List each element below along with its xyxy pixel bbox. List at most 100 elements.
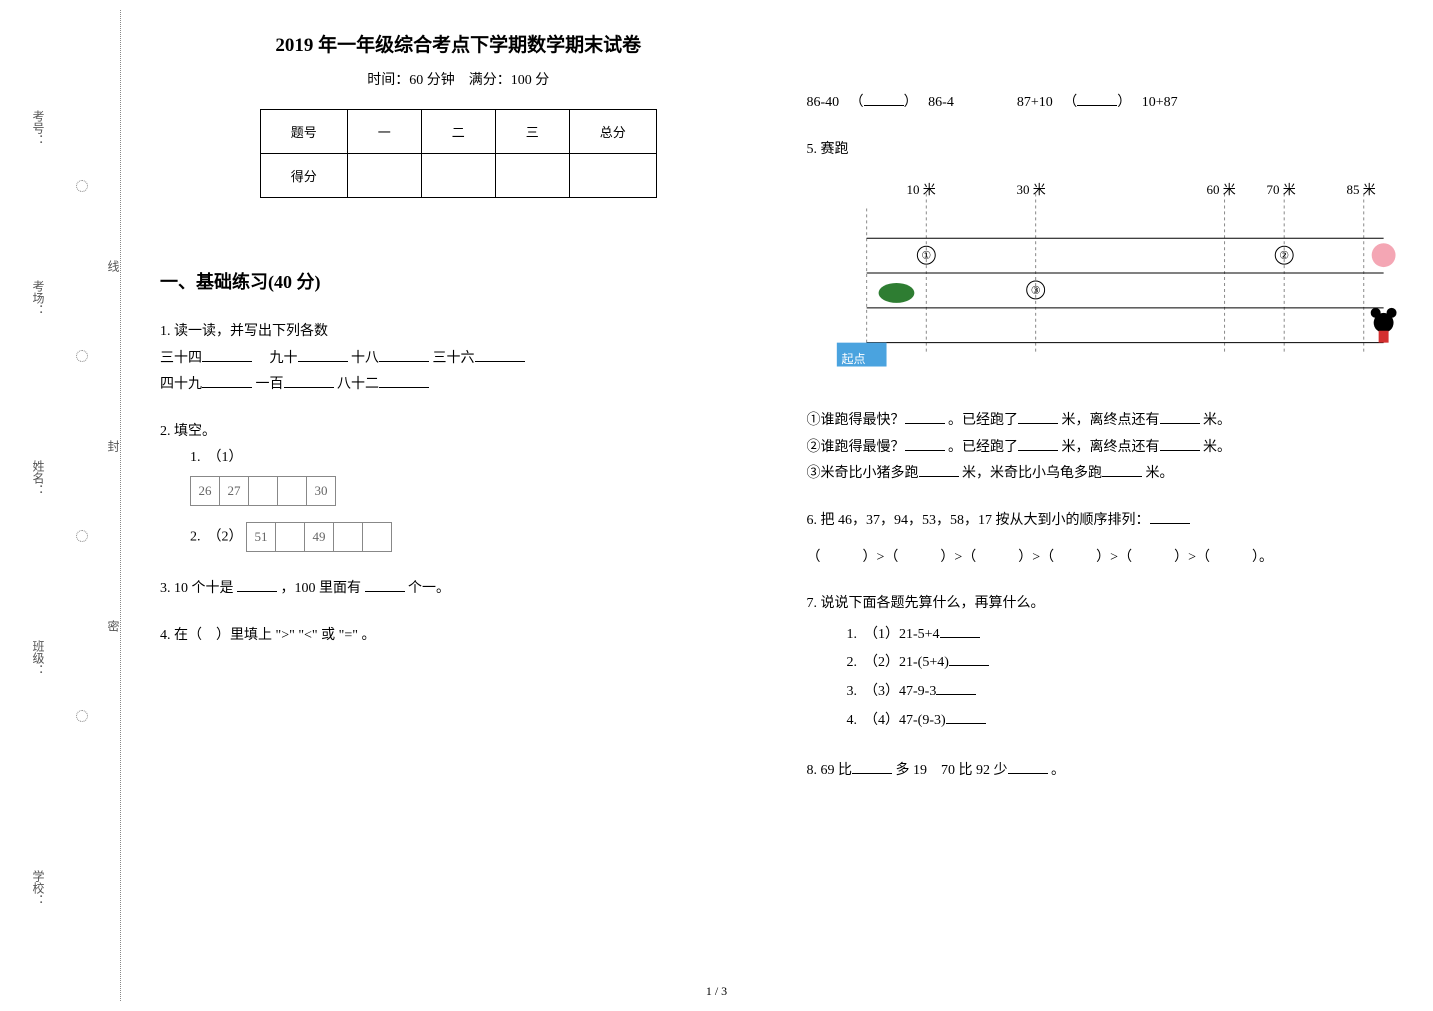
exam-title: 2019 年一年级综合考点下学期数学期末试卷 bbox=[160, 30, 757, 57]
blank bbox=[475, 347, 525, 362]
binding-label-room: 考场： bbox=[30, 280, 47, 316]
question-7: 7. 说说下面各题先算什么，再算什么。 1. （1）21-5+4 2. （2）2… bbox=[807, 591, 1404, 738]
q2-stem: 2. 填空。 bbox=[160, 419, 757, 446]
blank bbox=[202, 347, 252, 362]
q5-line1: 米，离终点还有 bbox=[1062, 413, 1160, 428]
blank bbox=[365, 577, 405, 592]
blank bbox=[298, 347, 348, 362]
page-number: 1 / 3 bbox=[706, 984, 727, 999]
q7-item: 4. （4）47-(9-3) bbox=[847, 708, 1404, 735]
score-cell bbox=[569, 154, 656, 198]
binding-label-exam-id: 考号： bbox=[30, 110, 47, 146]
box-cell: 49 bbox=[305, 523, 334, 551]
race-diagram: ① ② ③ 10 米 30 米 60 米 bbox=[807, 173, 1404, 393]
box-cell: 30 bbox=[307, 477, 335, 505]
q1-item: 十八 bbox=[351, 351, 379, 366]
q5-line1: 米。 bbox=[1203, 413, 1231, 428]
q1-item: 八十二 bbox=[337, 377, 379, 392]
box-cell bbox=[334, 523, 363, 551]
q1-item: 四十九 bbox=[160, 377, 202, 392]
expr: 87+10 bbox=[1017, 95, 1053, 110]
q5-line3: ③米奇比小猪多跑 bbox=[807, 466, 919, 481]
blank bbox=[905, 436, 945, 451]
q5-line2: 米。 bbox=[1203, 440, 1231, 455]
svg-text:③: ③ bbox=[1030, 285, 1040, 297]
q1-item: 三十六 bbox=[433, 351, 475, 366]
th-two: 二 bbox=[421, 110, 495, 154]
section-header: 一、基础练习(40 分) bbox=[160, 268, 757, 294]
q5-line3: 米。 bbox=[1146, 466, 1174, 481]
blank bbox=[949, 651, 989, 666]
blank bbox=[284, 373, 334, 388]
th-total: 总分 bbox=[569, 110, 656, 154]
q1-item: 九十 bbox=[270, 351, 298, 366]
q3-text: 3. 10 个十是 bbox=[160, 581, 234, 596]
q7-item-text: 4. （4）47-(9-3) bbox=[847, 713, 946, 728]
q5-line1: 。已经跑了 bbox=[948, 413, 1018, 428]
q7-item-text: 2. （2）21-(5+4) bbox=[847, 655, 949, 670]
distance-mark: 30 米 bbox=[1017, 178, 1046, 203]
blank bbox=[237, 577, 277, 592]
blank bbox=[936, 680, 976, 695]
svg-text:①: ① bbox=[921, 250, 931, 262]
q5-stem: 5. 赛跑 bbox=[807, 137, 1404, 164]
q1-item: 一百 bbox=[256, 377, 284, 392]
q7-item-text: 1. （1）21-5+4 bbox=[847, 627, 940, 642]
expr: 86-4 bbox=[928, 95, 954, 110]
number-boxes: 51 49 bbox=[246, 522, 392, 552]
box-cell bbox=[249, 477, 278, 505]
table-row: 得分 bbox=[260, 154, 656, 198]
blank bbox=[1160, 409, 1200, 424]
q2-sub1-label: 1. （1） bbox=[190, 445, 757, 472]
q1-stem: 1. 读一读，并写出下列各数 bbox=[160, 319, 757, 346]
seal-text: 封 bbox=[105, 440, 122, 452]
q6-stem: 6. 把 46，37，94，53，58，17 按从大到小的顺序排列： bbox=[807, 513, 1150, 528]
row-label: 得分 bbox=[260, 154, 347, 198]
blank bbox=[1102, 462, 1142, 477]
box-cell: 27 bbox=[220, 477, 249, 505]
q4-stem: 4. 在（ ）里填上 ">" "<" 或 "=" 。 bbox=[160, 628, 375, 643]
binding-label-school: 学校： bbox=[30, 870, 47, 906]
blank bbox=[202, 373, 252, 388]
question-4-stem: 4. 在（ ）里填上 ">" "<" 或 "=" 。 bbox=[160, 623, 757, 650]
blank bbox=[379, 347, 429, 362]
q8-text: 。 bbox=[1051, 763, 1065, 778]
table-row: 题号 一 二 三 总分 bbox=[260, 110, 656, 154]
binding-circle bbox=[76, 530, 88, 542]
binding-label-name: 姓名： bbox=[30, 460, 47, 496]
q8-text: 8. 69 比 bbox=[807, 763, 853, 778]
question-2: 2. 填空。 1. （1） 26 27 30 2. （2） 51 49 bbox=[160, 419, 757, 556]
distance-mark: 60 米 bbox=[1207, 178, 1236, 203]
distance-mark: 85 米 bbox=[1347, 178, 1376, 203]
q5-line2: 。已经跑了 bbox=[948, 440, 1018, 455]
binding-circle bbox=[76, 180, 88, 192]
q3-text: ，100 里面有 bbox=[281, 581, 362, 596]
exam-subtitle: 时间：60 分钟 满分：100 分 bbox=[160, 69, 757, 89]
blank bbox=[864, 91, 904, 106]
box-cell bbox=[276, 523, 305, 551]
q5-line2: ②谁跑得最慢？ bbox=[807, 440, 905, 455]
q3-text: 个一。 bbox=[408, 581, 450, 596]
expr: 86-40 bbox=[807, 95, 840, 110]
number-boxes: 26 27 30 bbox=[190, 476, 336, 506]
q7-item-text: 3. （3）47-9-3 bbox=[847, 684, 937, 699]
blank bbox=[379, 373, 429, 388]
seal-text: 密 bbox=[105, 620, 122, 632]
q7-item: 2. （2）21-(5+4) bbox=[847, 650, 1404, 677]
blank bbox=[852, 759, 892, 774]
binding-circle bbox=[76, 710, 88, 722]
q8-text: 多 19 70 比 92 少 bbox=[896, 763, 1008, 778]
page-content: 2019 年一年级综合考点下学期数学期末试卷 时间：60 分钟 满分：100 分… bbox=[0, 0, 1433, 805]
q1-item: 三十四 bbox=[160, 351, 202, 366]
q6-pattern: （ ）>（ ）>（ ）>（ ）>（ ）>（ ）。 bbox=[807, 545, 1404, 572]
blank bbox=[1077, 91, 1117, 106]
expr: 10+87 bbox=[1142, 95, 1178, 110]
box-cell bbox=[278, 477, 307, 505]
blank bbox=[1018, 436, 1058, 451]
binding-circle bbox=[76, 350, 88, 362]
dotted-vertical-line bbox=[120, 10, 121, 1001]
question-1: 1. 读一读，并写出下列各数 三十四 九十 十八 三十六 四十九 一百 八十二 bbox=[160, 319, 757, 399]
blank bbox=[1018, 409, 1058, 424]
q7-item: 1. （1）21-5+4 bbox=[847, 622, 1404, 649]
binding-label-class: 班级： bbox=[30, 640, 47, 676]
